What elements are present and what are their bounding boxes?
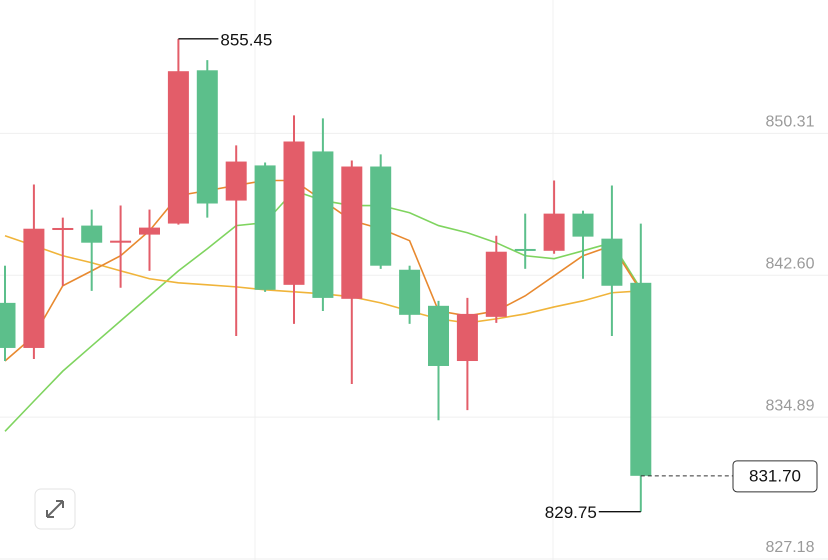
candle [399,265,421,324]
candle [485,235,507,323]
candle [81,209,103,291]
candle-body [312,151,334,298]
candle-body [399,269,421,315]
high-label: 855.45 [220,30,272,49]
candle-body [370,166,392,266]
candle [283,115,305,324]
expand-button[interactable] [34,488,76,530]
last-price-label: 831.70 [749,466,801,485]
candle [630,223,652,512]
candle-body [225,161,247,201]
candle-body [139,227,160,235]
candles [0,38,652,512]
candle-body [428,305,449,366]
candle [167,38,189,225]
candle [514,213,536,269]
candle-body [514,248,536,251]
candle-body [485,251,507,317]
candle [254,162,276,292]
candle-body [196,70,218,204]
candle-body [543,213,565,251]
candle [196,60,218,218]
candle [572,210,594,279]
candle [543,180,565,254]
candle-body [601,238,623,286]
grid: 827.18 834.89 842.60 850.31 [0,114,828,560]
candle-body [0,302,16,348]
candle-body [456,313,478,362]
candle-body [572,213,594,237]
candle-body [283,141,305,285]
candle [225,145,247,336]
candle-body [254,165,276,290]
candle [601,185,623,336]
candle [312,118,334,311]
candle-body [110,240,132,243]
y-tick-label: 842.60 [766,255,815,272]
candle [370,154,392,269]
low-label: 829.75 [545,503,597,522]
candle [456,297,478,411]
candle [341,160,363,385]
candle-body [341,166,363,299]
candle-body [52,227,74,231]
candle [110,205,132,288]
candle-body [23,228,45,348]
y-tick-label: 827.18 [766,539,815,556]
candle-body [81,225,103,243]
candle [23,184,45,359]
candle [139,209,160,271]
expand-icon [46,500,64,518]
annotations: 855.45 829.75 831.70 [178,30,818,522]
candle-body [167,71,189,224]
candle [428,300,449,421]
candle [52,217,74,286]
candle-body [630,282,652,476]
y-tick-label: 850.31 [766,114,815,131]
y-tick-label: 834.89 [766,397,815,414]
last-price-box [732,460,818,493]
candle [0,265,16,362]
